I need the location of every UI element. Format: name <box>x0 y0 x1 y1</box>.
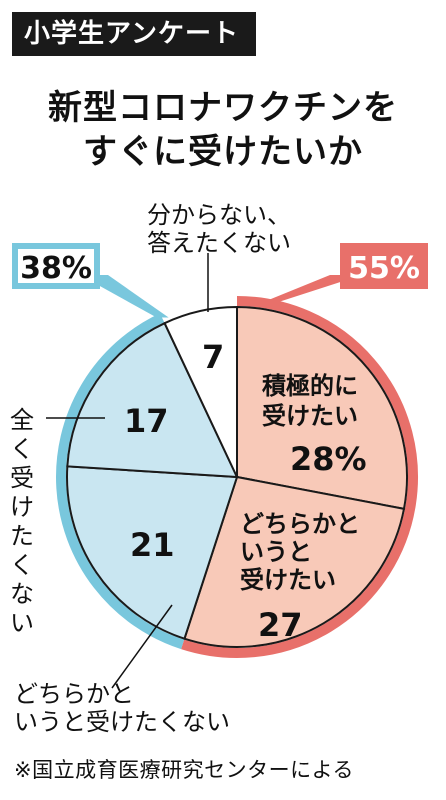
slice5-label-line1: 分からない、 <box>147 201 291 229</box>
slice3-label-line1: どちらかと <box>14 680 134 708</box>
slice1-label-line2: 受けたい <box>262 402 358 430</box>
ring-negative-group <box>56 313 185 650</box>
slice4-label-char-2: く <box>10 435 34 463</box>
slice1-value: 28% <box>290 440 367 478</box>
group-negative-label: 38% <box>20 251 92 286</box>
pie-slice-1 <box>236 305 408 511</box>
callout-positive-box <box>340 243 428 289</box>
slice2-value: 27 <box>258 606 303 644</box>
source-note: ※国立成育医療研究センターによる <box>14 758 354 782</box>
slice2-label-line3: 受けたい <box>240 566 336 594</box>
slice4-label-char-7: な <box>10 580 34 608</box>
slice5-value: 7 <box>202 338 224 376</box>
slice4-label-char-5: た <box>10 522 34 550</box>
pie-slice-2 <box>183 475 406 648</box>
slice2-label-line1: どちらかと <box>240 510 360 538</box>
slice4-label-char-3: 受 <box>10 464 34 492</box>
header-bar <box>12 12 256 56</box>
callout-positive-pointer <box>259 275 362 304</box>
slice2-label-line2: いうと <box>240 538 312 566</box>
pie-slice-4 <box>66 321 239 479</box>
callout-negative-pointer <box>80 275 169 318</box>
slice5-label-line2: 答えたくない <box>147 229 291 257</box>
ring-positive-group <box>181 296 418 658</box>
group-positive-label: 55% <box>348 251 420 286</box>
chart-title-line2: すぐに受けたいか <box>83 132 363 172</box>
chart-title-line1: 新型コロナワクチンを <box>48 88 398 128</box>
slice1-label-line1: 積極的に <box>262 372 358 400</box>
slice3-label-line2: いうと受けたくない <box>14 708 230 736</box>
header-tag: 小学生アンケート <box>24 19 239 49</box>
slice3-value: 21 <box>130 526 175 564</box>
slice4-label-char-4: け <box>10 493 34 521</box>
slice4-value: 17 <box>124 402 169 440</box>
slice4-label-char-8: い <box>10 609 34 637</box>
pie-slice-5 <box>163 305 238 478</box>
pie-slice-3 <box>66 465 239 640</box>
leader-slice3 <box>111 604 173 689</box>
slice4-label-char-1: 全 <box>10 406 34 434</box>
slice4-label-char-6: く <box>10 551 34 579</box>
callout-negative-inner <box>18 249 94 283</box>
